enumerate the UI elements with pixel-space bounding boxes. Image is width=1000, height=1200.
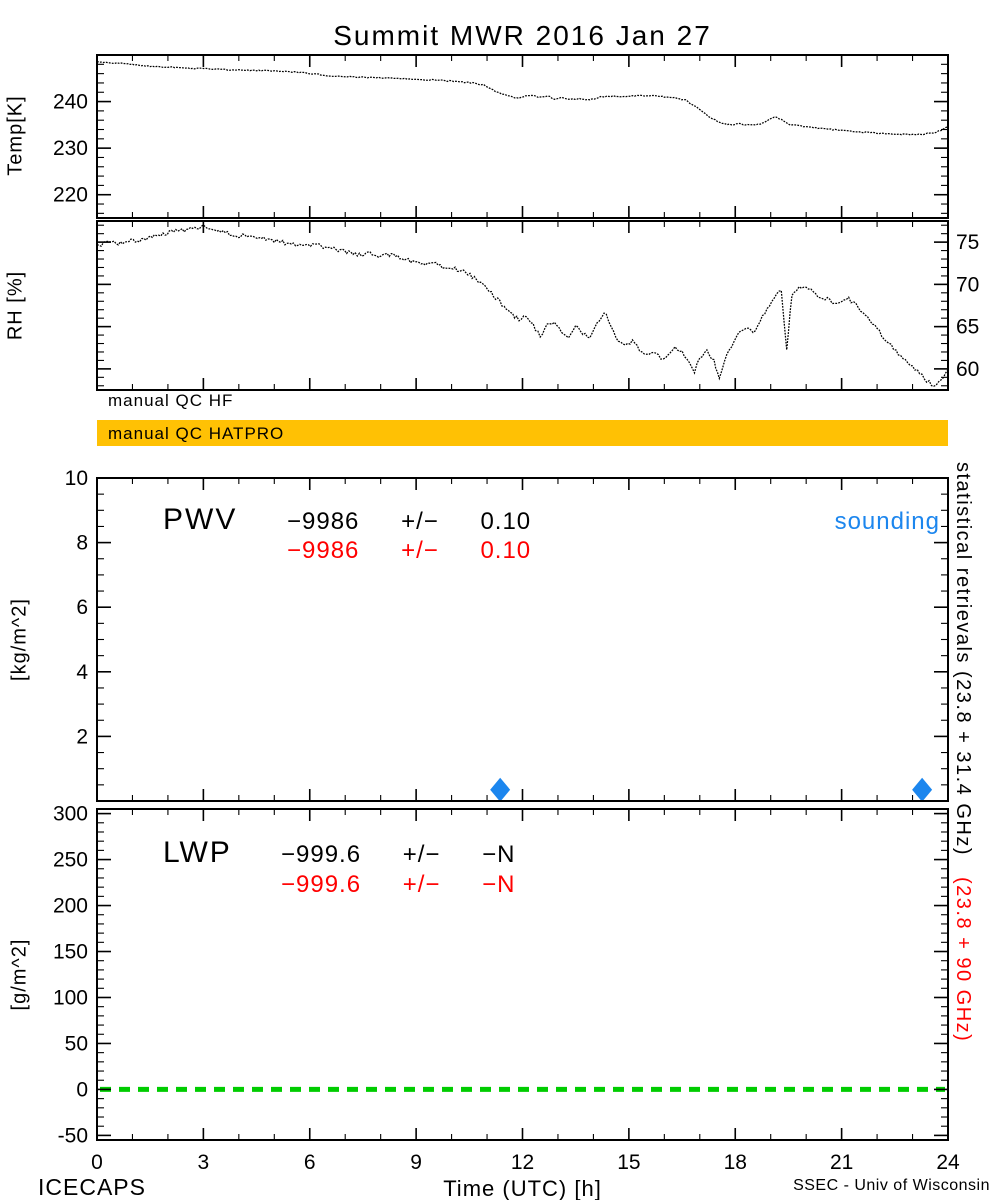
lwp-ytick-label: 250 [53,849,88,872]
rh-ytick-label: 70 [956,273,979,296]
rh-axis-label: RH [%] [4,270,27,341]
qc-hf-label: manual QC HF [108,391,234,410]
temp-series [97,60,948,136]
xtick-label: 15 [617,1151,640,1174]
rh-ytick-label: 75 [956,231,979,254]
temp-ytick-label: 230 [53,137,88,160]
right-margin-note: statistical retrievals (23.8 + 31.4 GHz)… [951,462,974,1200]
rh-ytick-label: 65 [956,316,979,339]
rh-ytick-label: 60 [956,358,979,381]
xtick-label: 9 [410,1151,422,1174]
lwp-ytick-label: 200 [53,895,88,918]
temp-frame [96,54,949,219]
footer-project-label: ICECAPS [38,1174,146,1200]
sounding-marker [912,777,933,802]
retrieval-note-red: (23.8 + 90 GHz) [952,877,974,1043]
page-title: Summit MWR 2016 Jan 27 [333,20,712,51]
xtick-label: 18 [724,1151,747,1174]
retrieval-note-black: statistical retrievals (23.8 + 31.4 GHz) [952,462,974,857]
lwp-ytick-label: 100 [53,986,88,1009]
xtick-label: 21 [830,1151,853,1174]
xtick-label: 6 [304,1151,316,1174]
rh-frame [96,220,949,391]
x-axis-label: Time (UTC) [h] [443,1176,602,1200]
rh-series [97,223,948,387]
lwp-axis-label: [g/m^2] [8,938,31,1011]
pwv-ytick-label: 8 [76,532,88,555]
footer-credit-label: SSEC - Univ of Wisconsin [793,1177,990,1194]
qc-hatpro-label: manual QC HATPRO [108,424,285,443]
xtick-label: 12 [511,1151,534,1174]
pwv-ytick-label: 6 [76,596,88,619]
pwv-ytick-label: 2 [76,725,88,748]
lwp-ytick-label: 300 [53,803,88,826]
lwp-panel-label: LWP [163,836,232,869]
xtick-label: 3 [198,1151,210,1174]
lwp-value-red: −999.6 +/− −N [281,871,516,898]
xtick-label: 24 [936,1151,960,1174]
temp-ytick-label: 240 [53,91,88,114]
pwv-axis-label: [kg/m^2] [8,598,31,681]
pwv-value-red: −9986 +/− 0.10 [287,537,532,564]
qc-hatpro-bar: manual QC HATPRO [97,420,948,446]
temp-ytick-label: 220 [53,184,88,207]
lwp-ytick-label: 150 [53,941,88,964]
pwv-ytick-label: 4 [76,661,88,684]
pwv-panel-label: PWV [163,503,238,536]
lwp-ytick-label: 0 [76,1078,88,1101]
temp-axis-label: Temp[K] [4,95,27,176]
sounding-marker [490,777,511,802]
sounding-legend-label: sounding [834,508,940,535]
pwv-ytick-label: 10 [65,467,88,490]
lwp-ytick-label: -50 [58,1124,88,1147]
xtick-label: 0 [91,1151,103,1174]
pwv-value-black: −9986 +/− 0.10 [287,508,532,535]
lwp-ytick-label: 50 [65,1032,88,1055]
lwp-value-black: −999.6 +/− −N [281,841,516,868]
